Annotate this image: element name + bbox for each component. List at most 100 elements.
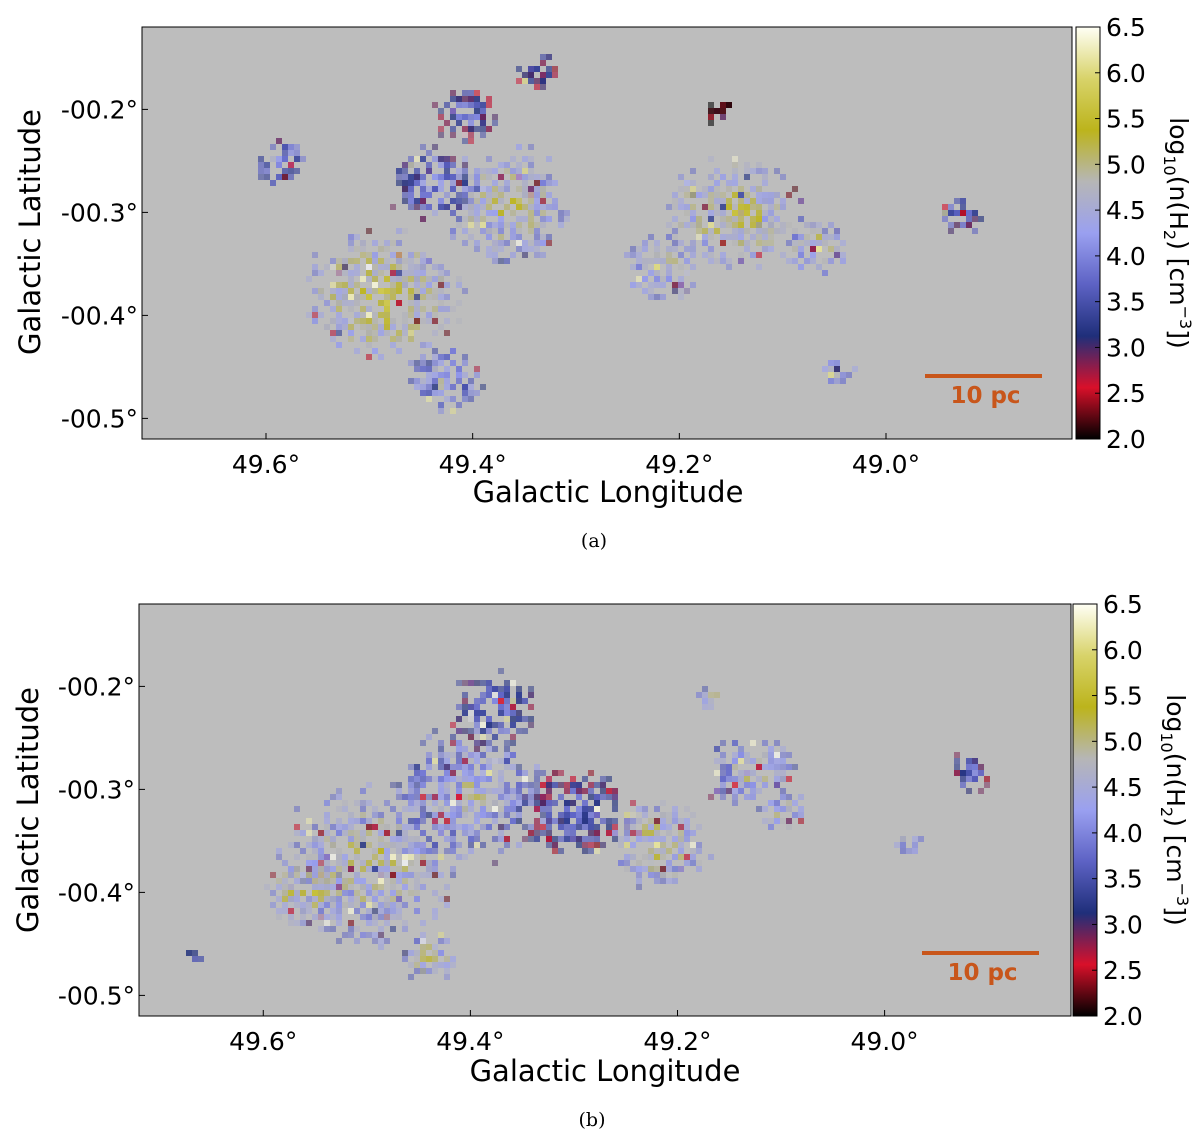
clump-0 [270,782,468,950]
clump-11 [408,348,486,414]
density-pixel [384,300,390,306]
density-pixel [690,282,696,288]
density-pixel [360,884,366,890]
density-pixel [420,818,426,824]
density-pixel [504,186,510,192]
density-pixel [702,704,708,710]
density-pixel [336,270,342,276]
colorbar-tick-label: 3.0 [1103,910,1143,939]
density-pixel [768,800,774,806]
density-pixel [384,324,390,330]
density-pixel [642,240,648,246]
density-pixel [588,782,594,788]
density-pixel [642,854,648,860]
density-pixel [420,806,426,812]
density-pixel [498,198,504,204]
density-pixel [738,198,744,204]
density-pixel [768,210,774,216]
density-pixel [450,306,456,312]
density-pixel [324,884,330,890]
density-pixel [438,794,444,800]
density-pixel [378,312,384,318]
density-pixel [474,758,480,764]
density-pixel [948,210,954,216]
density-pixel [720,108,726,114]
density-pixel [420,288,426,294]
density-pixel [780,252,786,258]
density-pixel [654,282,660,288]
density-pixel [438,198,444,204]
y-tick-label: -00.3° [58,775,135,804]
density-pixel [750,168,756,174]
density-pixel [702,186,708,192]
density-pixel [504,764,510,770]
density-pixel [402,180,408,186]
density-pixel [432,348,438,354]
density-pixel [402,860,408,866]
density-pixel [486,222,492,228]
density-pixel [282,156,288,162]
density-pixel [360,788,366,794]
density-pixel [546,192,552,198]
density-pixel [390,926,396,932]
density-pixel [756,168,762,174]
density-pixel [528,246,534,252]
density-pixel [318,288,324,294]
density-pixel [666,258,672,264]
density-pixel [258,174,264,180]
density-pixel [540,78,546,84]
density-pixel [780,222,786,228]
density-pixel [528,192,534,198]
density-pixel [660,800,666,806]
density-pixel [312,824,318,830]
density-pixel [528,156,534,162]
density-pixel [462,360,468,366]
density-pixel [348,246,354,252]
density-pixel [378,902,384,908]
density-pixel [432,318,438,324]
density-pixel [750,186,756,192]
density-pixel [816,222,822,228]
density-pixel [480,228,486,234]
density-pixel [390,860,396,866]
density-pixel [618,836,624,842]
density-pixel [522,180,528,186]
density-pixel [510,252,516,258]
density-pixel [582,806,588,812]
density-pixel [588,824,594,830]
density-pixel [918,836,924,842]
density-pixel [492,746,498,752]
density-pixel [738,240,744,246]
density-pixel [756,240,762,246]
density-pixel [708,204,714,210]
density-pixel [660,842,666,848]
density-pixel [426,776,432,782]
density-pixel [396,270,402,276]
density-pixel [798,818,804,824]
density-pixel [192,950,198,956]
density-pixel [456,728,462,734]
density-pixel [510,174,516,180]
density-pixel [558,216,564,222]
density-pixel [672,198,678,204]
density-pixel [456,782,462,788]
density-pixel [414,878,420,884]
density-pixel [438,324,444,330]
density-pixel [288,896,294,902]
density-pixel [960,210,966,216]
density-pixel [384,920,390,926]
density-pixel [450,348,456,354]
density-pixel [276,162,282,168]
density-pixel [690,210,696,216]
density-pixel [546,204,552,210]
density-pixel [564,788,570,794]
density-pixel [504,824,510,830]
density-pixel [438,156,444,162]
density-pixel [540,234,546,240]
density-pixel [396,288,402,294]
density-pixels [258,54,984,414]
density-pixel [486,246,492,252]
density-pixel [348,920,354,926]
density-pixel [294,920,300,926]
density-pixel [756,788,762,794]
